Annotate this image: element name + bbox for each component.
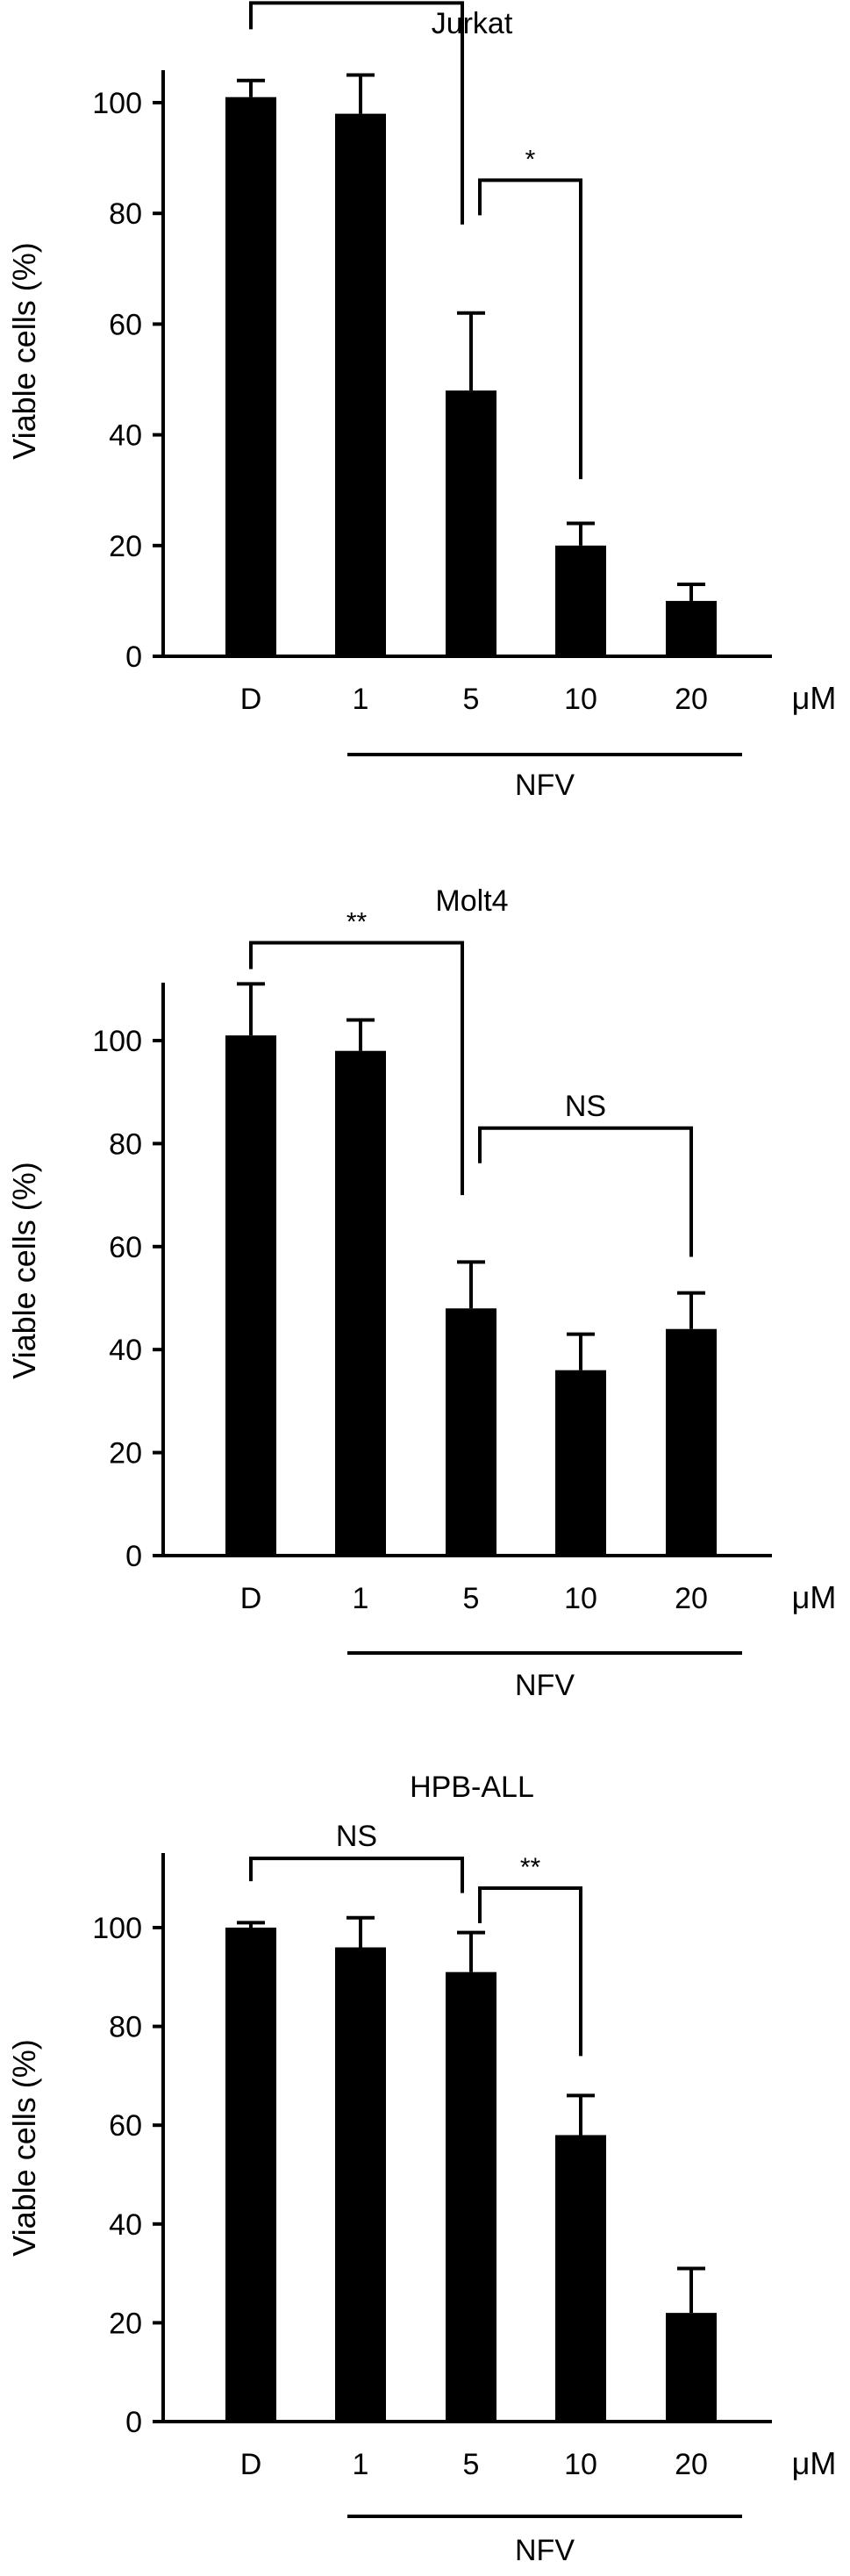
significance-label: NS: [336, 1820, 377, 1853]
chart-title: Jurkat: [432, 7, 513, 40]
y-tick-label: 40: [109, 2208, 142, 2242]
significance-bracket: [478, 1885, 582, 2057]
x-tick-label: 1: [353, 1582, 369, 1615]
significance-bracket: [249, 1, 464, 225]
significance-label: **: [346, 907, 368, 936]
x-tick-label: 20: [675, 1582, 708, 1615]
y-axis-label: Viable cells (%): [6, 1162, 42, 1378]
x-tick-label: 5: [463, 1582, 480, 1615]
group-label: NFV: [515, 769, 575, 802]
significance-bracket: [478, 1126, 693, 1257]
significance-bracket: [249, 1857, 464, 1893]
y-tick-label: 100: [92, 87, 142, 120]
bar: [446, 1971, 496, 2422]
y-tick-label: 40: [109, 1334, 142, 1367]
x-tick-label: 20: [675, 683, 708, 716]
bar: [666, 1328, 717, 1556]
y-tick-label: 20: [109, 1437, 142, 1470]
chart-title: HPB-ALL: [410, 1771, 534, 1804]
y-tick-label: 80: [109, 1127, 142, 1161]
x-tick-label: 1: [353, 2448, 369, 2481]
y-tick-label: 100: [92, 1912, 142, 1945]
group-label: NFV: [515, 2534, 575, 2567]
unit-label: μM: [792, 2445, 837, 2481]
significance-label: **: [520, 1853, 541, 1882]
y-tick-label: 60: [109, 308, 142, 341]
bar: [335, 113, 386, 656]
bar: [666, 600, 717, 656]
y-tick-label: 0: [125, 640, 142, 674]
y-tick-label: 20: [109, 2307, 142, 2340]
x-tick-label: 1: [353, 683, 369, 716]
x-tick-label: D: [240, 683, 262, 716]
bar: [446, 1308, 496, 1556]
y-tick-label: 40: [109, 419, 142, 453]
panel-molt4: Molt4 Viable cells (%) 0 20 40 60 80 100 D 1 5 1…: [6, 884, 836, 1702]
bar: [555, 2135, 606, 2422]
unit-label: μM: [792, 1579, 837, 1615]
x-tick-label: 5: [463, 2448, 480, 2481]
bar: [446, 390, 496, 656]
unit-label: μM: [792, 680, 837, 716]
x-tick-label: 10: [564, 1582, 597, 1615]
x-tick-label: 20: [675, 2448, 708, 2481]
bar: [335, 1050, 386, 1556]
y-axis-label: Viable cells (%): [6, 242, 42, 459]
bar: [225, 97, 276, 656]
x-tick-label: 10: [564, 683, 597, 716]
significance-bracket: [478, 178, 582, 480]
significance-bracket: [249, 941, 464, 1196]
y-tick-label: 100: [92, 1025, 142, 1058]
bar: [666, 2313, 717, 2422]
y-tick-label: 60: [109, 1231, 142, 1264]
bar: [225, 1928, 276, 2422]
x-tick-label: 10: [564, 2448, 597, 2481]
bar: [335, 1947, 386, 2422]
group-label: NFV: [515, 1669, 575, 1702]
bar: [225, 1035, 276, 1556]
bar: [555, 1370, 606, 1556]
significance-label: NS: [565, 1090, 606, 1123]
bar: [555, 545, 606, 656]
x-tick-label: 5: [463, 683, 480, 716]
y-tick-label: 80: [109, 197, 142, 231]
y-axis-label: Viable cells (%): [6, 2039, 42, 2256]
y-tick-label: 20: [109, 530, 142, 563]
y-tick-label: 80: [109, 2011, 142, 2044]
y-tick-label: 60: [109, 2109, 142, 2143]
x-tick-label: D: [240, 1582, 262, 1615]
panel-hpb-all: HPB-ALL Viable cells (%) 0 20 40 60 80 100 D 1…: [6, 1771, 836, 2567]
panel-jurkat: Jurkat Viable cells (%) 0 20 40 60 80 100 D 1 5…: [6, 1, 837, 802]
chart-title: Molt4: [435, 884, 508, 918]
x-tick-label: D: [240, 2448, 262, 2481]
significance-label: *: [525, 145, 536, 174]
y-tick-label: 0: [125, 2406, 142, 2439]
y-tick-label: 0: [125, 1540, 142, 1573]
